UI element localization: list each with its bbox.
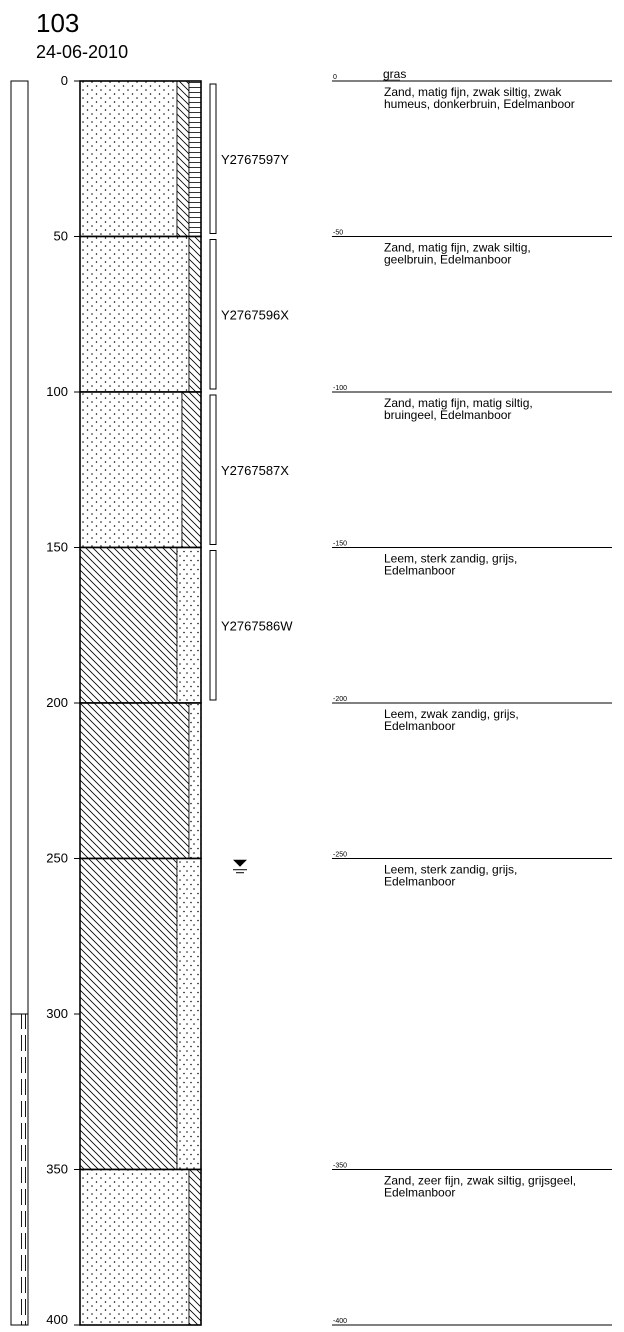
depth-tick-label: 300 — [46, 1006, 68, 1021]
depth-tick-label: 200 — [46, 695, 68, 710]
depth-marker-label: 0 — [333, 74, 337, 81]
layer-description-line: Edelmanboor — [384, 719, 455, 733]
layer-description-line: Zand, matig fijn, zwak siltig, — [384, 241, 531, 255]
layer-description-line: Edelmanboor — [384, 564, 455, 578]
depth-tick-label: 0 — [61, 73, 68, 88]
depth-marker-label: -150 — [333, 541, 347, 548]
depth-tick-label: 150 — [46, 540, 68, 555]
layer-description-line: Zand, matig fijn, zwak siltig, zwak — [384, 85, 562, 99]
layer-description-line: Leem, zwak zandig, grijs, — [384, 707, 519, 721]
depth-marker-label: -100 — [333, 385, 347, 392]
soil-layer-band — [176, 547, 202, 704]
sample-bracket — [209, 83, 217, 234]
soil-layer-band — [79, 702, 190, 859]
layer-description-line: humeus, donkerbruin, Edelmanboor — [384, 97, 575, 111]
soil-layer-band — [176, 858, 202, 1170]
soil-layer-band — [176, 80, 190, 237]
layer-description-line: Leem, sterk zandig, grijs, — [384, 552, 517, 566]
surface-note: gras — [383, 67, 406, 81]
layer-description-line: Leem, sterk zandig, grijs, — [384, 863, 517, 877]
depth-marker-label: -200 — [333, 696, 347, 703]
depth-tick-label: 250 — [46, 851, 68, 866]
soil-layer-band — [79, 80, 178, 237]
layer-description-line: Zand, zeer fijn, zwak siltig, grijsgeel, — [384, 1174, 576, 1188]
depth-tick-label: 400 — [46, 1312, 68, 1327]
soil-layer-band — [188, 702, 202, 859]
depth-marker-label: -350 — [333, 1163, 347, 1170]
soil-layer — [79, 1168, 202, 1326]
boring-id: 103 — [36, 8, 80, 38]
depth-marker-label: -400 — [333, 1318, 347, 1325]
sample-code: Y2767587X — [221, 463, 289, 478]
sample-bracket — [209, 550, 217, 701]
boring-date: 24-06-2010 — [36, 42, 129, 62]
layer-description-line: bruingeel, Edelmanboor — [384, 408, 511, 422]
depth-marker-label: -50 — [333, 230, 343, 237]
layer-description-line: Edelmanboor — [384, 1186, 455, 1200]
sample-bracket — [209, 394, 217, 545]
side-bar-hatched — [10, 1013, 29, 1326]
sample-code: Y2767597Y — [221, 152, 289, 167]
layer-description-line: geelbruin, Edelmanboor — [384, 253, 511, 267]
layer-description-line: Zand, matig fijn, matig siltig, — [384, 396, 533, 410]
depth-tick-label: 350 — [46, 1162, 68, 1177]
soil-layer-band — [79, 858, 178, 1170]
soil-layer-band — [188, 1169, 202, 1326]
layer-description-line: Edelmanboor — [384, 875, 455, 889]
sample-code: Y2767596X — [221, 307, 289, 322]
soil-layer-band — [79, 391, 183, 548]
soil-layer-band — [79, 547, 178, 704]
depth-tick-label: 50 — [54, 229, 68, 244]
groundwater-icon — [233, 859, 247, 867]
depth-marker-label: -250 — [333, 852, 347, 859]
sample-bracket — [209, 239, 217, 390]
soil-layer-band — [181, 391, 202, 548]
soil-layer-band — [79, 1169, 190, 1326]
soil-layer-band — [79, 236, 190, 393]
sample-code: Y2767586W — [221, 618, 293, 633]
soil-layer-band — [188, 236, 202, 393]
soil-layer-band — [188, 80, 202, 237]
depth-tick-label: 100 — [46, 384, 68, 399]
